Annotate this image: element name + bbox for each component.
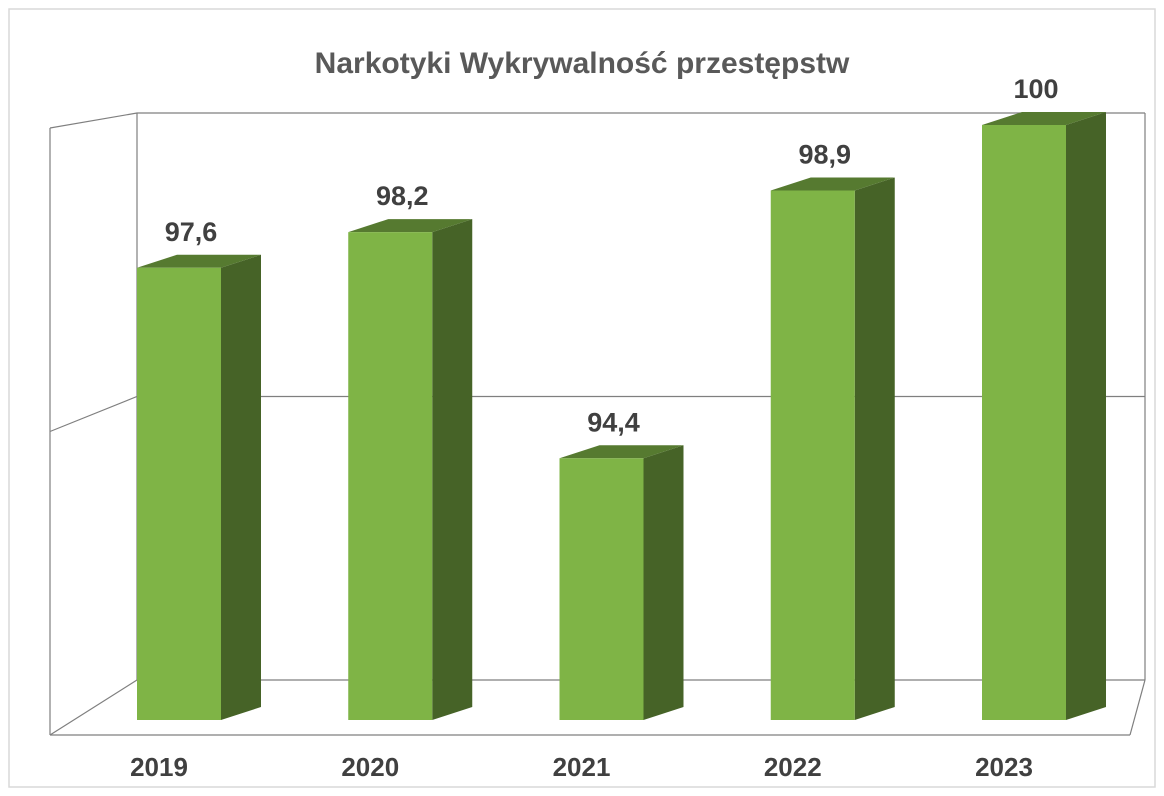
bar [348,219,473,720]
x-tick-label: 2021 [553,752,611,782]
data-label: 97,6 [165,217,218,247]
bar-side [432,219,473,720]
bar-side [1066,112,1106,720]
x-tick-label: 2022 [764,752,822,782]
bar-front [982,125,1066,720]
bar-top [137,254,261,268]
floor-right [1129,679,1146,736]
bar [137,254,261,721]
bar-front [559,458,644,720]
bar-front [348,232,433,720]
bar [770,177,895,720]
bar-top [982,112,1106,125]
bar-side [221,254,261,721]
chart-title: Narkotyki Wykrywalność przestępstw [315,47,850,80]
bar [982,112,1106,720]
x-tick-label: 2020 [341,752,399,782]
x-tick-label: 2023 [975,752,1033,782]
bar-side [643,445,684,720]
data-label: 98,2 [376,181,429,211]
data-label: 100 [1013,74,1058,104]
data-label: 94,4 [587,407,640,437]
bar-front [770,190,855,720]
x-tick-label: 2019 [130,752,188,782]
data-label: 98,9 [798,140,851,170]
bar-side [854,177,895,720]
bar-top [559,445,684,459]
bar-front [137,267,221,720]
bar [559,445,684,720]
grid-line [49,112,1145,129]
bar-top [348,219,473,233]
bar-top [770,177,895,191]
